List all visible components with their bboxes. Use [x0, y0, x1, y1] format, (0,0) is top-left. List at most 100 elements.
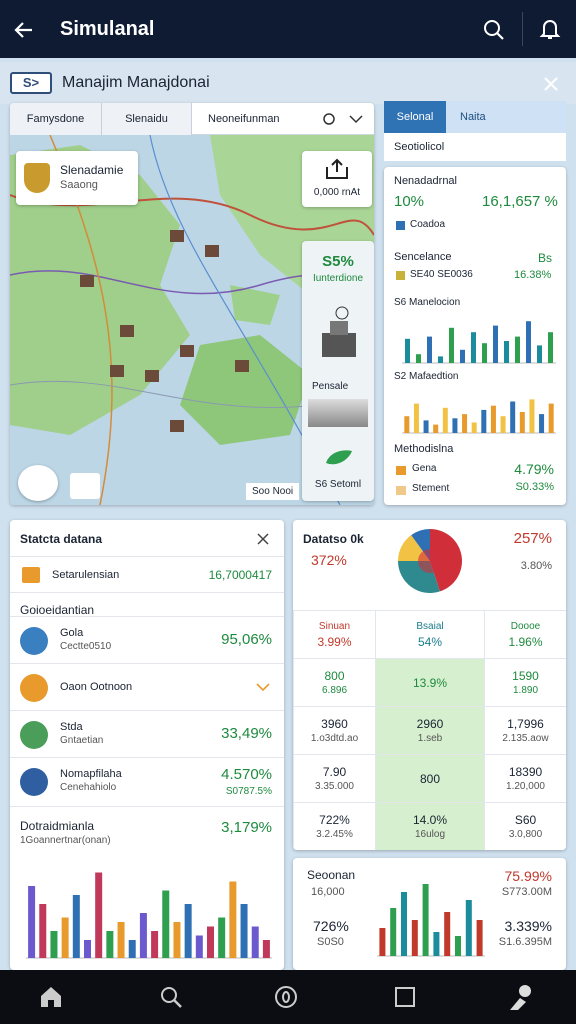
dropdown[interactable]: Seotiolicol	[384, 133, 566, 161]
balance-title: Sencelance	[394, 251, 452, 263]
bar	[444, 912, 451, 956]
app-title: Simulanal	[60, 18, 155, 40]
bar	[117, 922, 125, 958]
bar	[72, 895, 80, 958]
square-button[interactable]	[392, 984, 418, 1010]
cell-value: 1.96%	[508, 635, 543, 649]
table-cell: S60 3.0,800	[484, 802, 566, 850]
data-title: Datatso 0k	[303, 532, 364, 546]
search-button[interactable]	[482, 18, 506, 42]
bar	[422, 884, 429, 956]
table-cell: 14.0% 16ulog	[375, 802, 484, 850]
cell-value: 1590	[512, 669, 539, 683]
table-cell: 1590 1.890	[484, 658, 566, 706]
banner-title: Manajim Manajdonai	[62, 74, 210, 91]
city-image	[308, 399, 368, 427]
profile-button[interactable]	[506, 982, 536, 1012]
panel-tab[interactable]: Naita	[446, 101, 566, 133]
home-button[interactable]	[38, 984, 64, 1010]
map-tab[interactable]: Slenaidu	[102, 103, 192, 135]
map-tab[interactable]: Neoneifunman	[208, 113, 280, 125]
cell-value: 54%	[417, 635, 443, 649]
table-cell: 7.90 3.35.000	[293, 754, 375, 802]
balance-tag: Bs	[538, 251, 553, 265]
item-icon	[20, 674, 48, 702]
table-cell: 13.9%	[375, 658, 484, 706]
pie-chart	[398, 529, 462, 593]
cell-sub: 1.20,000	[506, 781, 545, 792]
item-sub: Gntaetian	[60, 735, 104, 746]
leaf-icon	[326, 450, 352, 465]
legend-swatch	[396, 271, 405, 280]
cell-value: 13.9%	[412, 676, 448, 690]
leaf-label: S6 Setoml	[314, 479, 362, 490]
summary-title: Seoonan	[307, 868, 356, 882]
bar-chart	[26, 872, 272, 959]
method-name: Stement	[412, 483, 450, 494]
bar	[151, 931, 159, 958]
bar	[405, 338, 410, 363]
bar	[195, 935, 203, 958]
location-subtitle: Saaong	[60, 179, 98, 191]
panel-tab[interactable]: Selonal	[384, 101, 446, 133]
method-value: S0.33%	[515, 481, 554, 493]
search-button[interactable]	[158, 984, 184, 1010]
cell-sub: 2.135.aow	[502, 733, 549, 744]
bar	[433, 932, 440, 956]
bar-chart	[402, 321, 556, 364]
bar	[529, 399, 535, 433]
notifications-button[interactable]	[538, 17, 562, 41]
table-cell: Sinuan 3.99%	[293, 610, 375, 658]
bar	[500, 416, 506, 433]
method-name: Gena	[412, 463, 437, 474]
item-sub: Cectte0510	[60, 641, 112, 652]
map-side-panel: S5% Iunterdione Pensale S6 Setoml	[302, 241, 374, 501]
close-button[interactable]	[256, 532, 270, 546]
map-tab[interactable]: Famysdone	[10, 103, 102, 135]
table-cell: 722% 3.2.45%	[293, 802, 375, 850]
bottom-nav	[0, 970, 576, 1024]
tools-button[interactable]	[70, 473, 100, 499]
tool-card[interactable]: 0,000 rnAt	[302, 151, 372, 207]
stat-value: S5%	[322, 253, 354, 270]
back-button[interactable]	[12, 18, 36, 42]
item-icon	[20, 627, 48, 655]
legend-swatch	[396, 486, 406, 495]
locate-button[interactable]	[18, 465, 58, 501]
close-button[interactable]	[542, 75, 560, 93]
bar	[481, 409, 487, 433]
center-button[interactable]	[273, 984, 299, 1010]
cell-sub: Sinuan	[318, 621, 351, 632]
bar	[229, 881, 237, 958]
bar	[139, 913, 147, 958]
right-panel: Selonal Naita Seotiolicol Nenadadrnal 10…	[384, 101, 566, 505]
cell-sub: 1.890	[512, 685, 539, 696]
bar	[504, 341, 509, 363]
cell-sub: Doooe	[510, 621, 541, 632]
bar	[61, 917, 69, 958]
cell-value: 3960	[321, 717, 348, 731]
data-panel: Datatso 0k 372% 257% 3.80% Sinuan 3.99% Bs…	[293, 520, 566, 850]
item-icon	[20, 721, 48, 749]
tab-icons[interactable]	[322, 111, 368, 127]
bar	[401, 892, 407, 956]
banner: S> Manajim Manajdonai	[0, 62, 576, 104]
table-cell: 800 6.896	[293, 658, 375, 706]
table-cell: Doooe 1.96%	[484, 610, 566, 658]
legend-swatch	[396, 221, 405, 230]
cell-value: 18390	[508, 765, 543, 779]
footer-value: 3,179%	[221, 819, 272, 836]
legend-label: Coadoa	[410, 219, 446, 230]
summary-left: 10%	[394, 193, 425, 210]
table-cell: 2960 1.seb	[375, 706, 484, 754]
bar	[471, 422, 477, 433]
bar	[95, 872, 103, 958]
bar	[262, 940, 270, 958]
table-cell: Bsaial 54%	[375, 610, 484, 658]
location-card[interactable]: Slenadamie Saaong	[16, 151, 138, 205]
legend-swatch	[396, 466, 406, 475]
table-cell: 800	[375, 754, 484, 802]
bar	[218, 917, 226, 958]
item-name: Nomapfilaha	[60, 768, 122, 780]
